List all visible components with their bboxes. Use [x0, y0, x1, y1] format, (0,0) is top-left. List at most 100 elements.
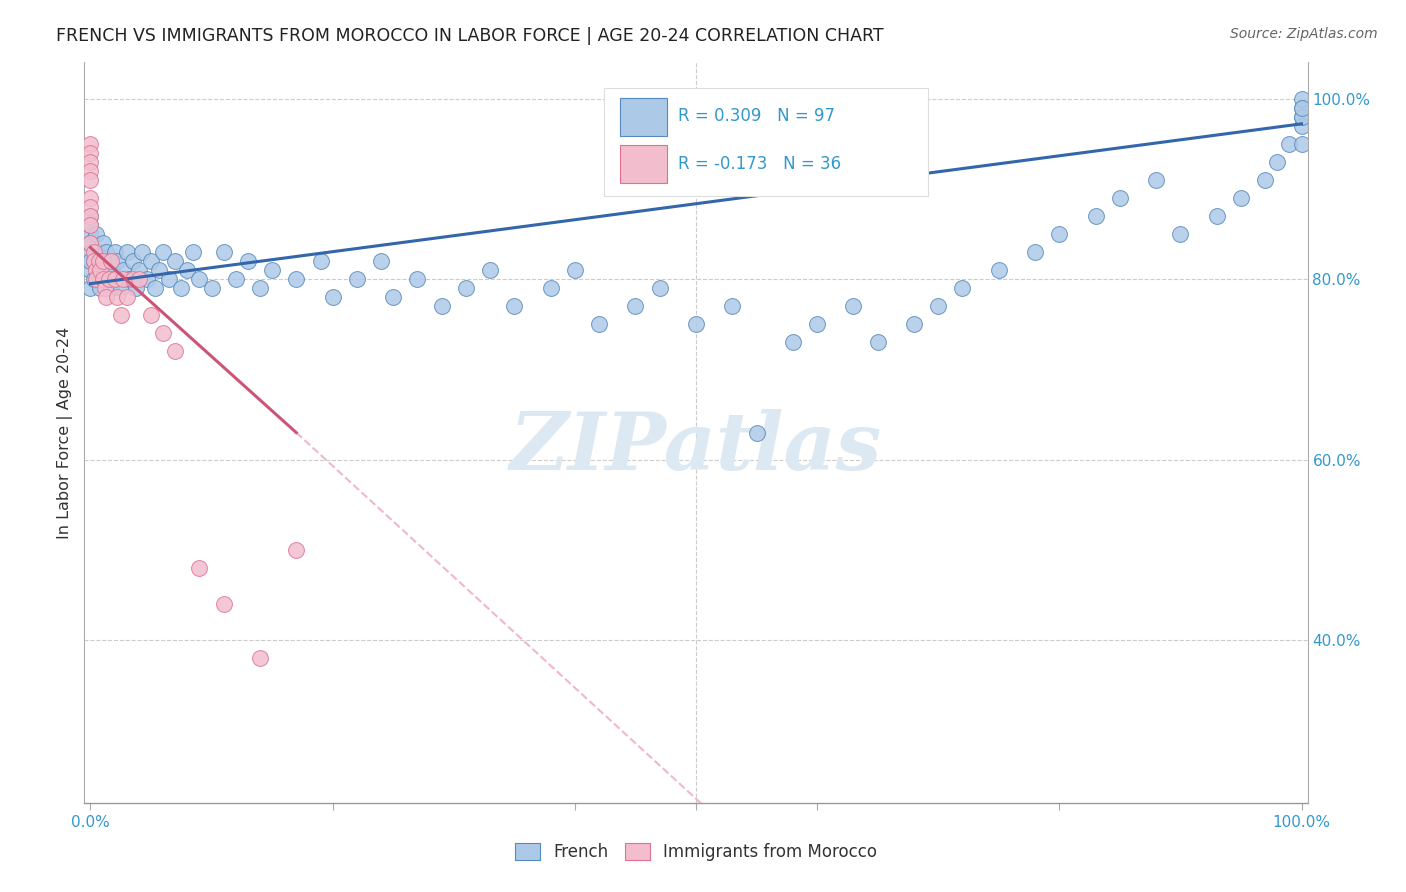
- Point: [188, 272, 211, 286]
- Point: [1291, 110, 1313, 124]
- Point: [86, 227, 108, 241]
- Point: [79, 227, 101, 241]
- Point: [139, 308, 162, 322]
- Point: [842, 299, 865, 313]
- Point: [1144, 173, 1167, 187]
- Point: [100, 254, 122, 268]
- Y-axis label: In Labor Force | Age 20-24: In Labor Force | Age 20-24: [58, 326, 73, 539]
- Point: [83, 254, 105, 268]
- FancyBboxPatch shape: [620, 98, 666, 136]
- Point: [101, 263, 124, 277]
- Point: [564, 263, 586, 277]
- Point: [79, 154, 101, 169]
- Point: [110, 308, 132, 322]
- Point: [212, 245, 235, 260]
- Point: [152, 245, 174, 260]
- Point: [128, 263, 150, 277]
- Point: [249, 281, 271, 295]
- Point: [1291, 119, 1313, 133]
- Point: [987, 263, 1010, 277]
- Text: R = 0.309   N = 97: R = 0.309 N = 97: [678, 108, 835, 126]
- Point: [721, 299, 744, 313]
- Point: [87, 245, 110, 260]
- Point: [115, 245, 138, 260]
- Point: [1205, 209, 1227, 223]
- Point: [1084, 209, 1107, 223]
- Point: [382, 290, 405, 304]
- Text: R = -0.173   N = 36: R = -0.173 N = 36: [678, 155, 841, 173]
- Point: [91, 272, 114, 286]
- Point: [90, 254, 112, 268]
- Point: [104, 272, 127, 286]
- Point: [285, 272, 308, 286]
- Point: [236, 254, 259, 268]
- Point: [927, 299, 949, 313]
- FancyBboxPatch shape: [605, 88, 928, 195]
- Point: [87, 254, 110, 268]
- Point: [782, 335, 804, 350]
- Point: [79, 209, 101, 223]
- Point: [685, 318, 707, 332]
- Point: [866, 335, 889, 350]
- Point: [1291, 101, 1313, 115]
- Point: [128, 272, 150, 286]
- Point: [89, 263, 111, 277]
- Point: [170, 281, 193, 295]
- Point: [200, 281, 222, 295]
- Point: [503, 299, 526, 313]
- Point: [121, 254, 143, 268]
- Point: [148, 263, 170, 277]
- Point: [1291, 136, 1313, 151]
- Point: [86, 263, 108, 277]
- FancyBboxPatch shape: [620, 145, 666, 183]
- Point: [430, 299, 453, 313]
- Point: [79, 235, 101, 250]
- Point: [588, 318, 610, 332]
- Point: [152, 326, 174, 341]
- Point: [79, 163, 101, 178]
- Point: [285, 543, 308, 558]
- Point: [262, 263, 284, 277]
- Point: [165, 254, 187, 268]
- Point: [952, 281, 974, 295]
- Point: [188, 561, 211, 575]
- Point: [79, 218, 101, 232]
- Point: [225, 272, 247, 286]
- Point: [165, 344, 187, 359]
- Point: [183, 245, 205, 260]
- Point: [745, 425, 768, 440]
- Point: [454, 281, 477, 295]
- Point: [79, 263, 101, 277]
- Point: [115, 290, 138, 304]
- Point: [1291, 91, 1313, 105]
- Point: [79, 235, 101, 250]
- Point: [1108, 191, 1130, 205]
- Point: [346, 272, 368, 286]
- Point: [86, 272, 108, 286]
- Point: [624, 299, 647, 313]
- Point: [131, 245, 153, 260]
- Point: [136, 272, 159, 286]
- Point: [1254, 173, 1277, 187]
- Point: [79, 254, 101, 268]
- Point: [79, 218, 101, 232]
- Text: Source: ZipAtlas.com: Source: ZipAtlas.com: [1230, 27, 1378, 41]
- Point: [104, 272, 127, 286]
- Point: [139, 254, 162, 268]
- Point: [79, 136, 101, 151]
- Point: [806, 318, 828, 332]
- Point: [87, 263, 110, 277]
- Point: [121, 272, 143, 286]
- Point: [112, 272, 135, 286]
- Point: [79, 173, 101, 187]
- Point: [903, 318, 925, 332]
- Point: [105, 290, 128, 304]
- Point: [96, 245, 118, 260]
- Point: [79, 191, 101, 205]
- Point: [370, 254, 392, 268]
- Point: [125, 281, 148, 295]
- Point: [309, 254, 332, 268]
- Point: [1291, 101, 1313, 115]
- Point: [79, 209, 101, 223]
- Point: [249, 651, 271, 665]
